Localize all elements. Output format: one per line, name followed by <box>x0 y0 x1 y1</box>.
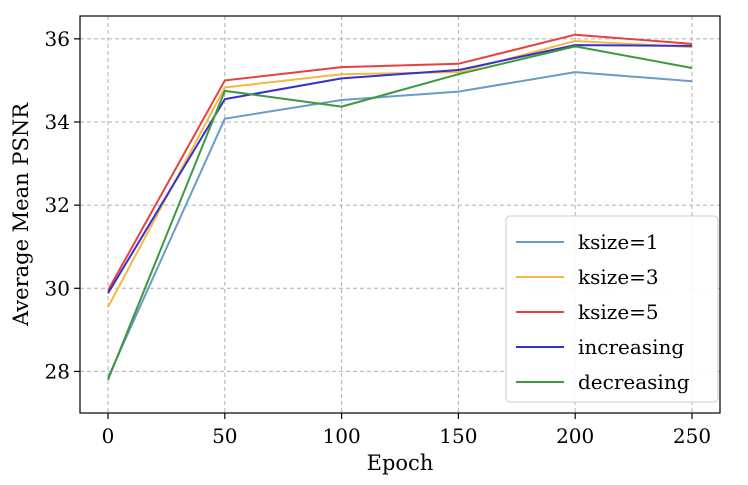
legend-label: ksize=1 <box>578 230 659 254</box>
series-lines <box>107 33 693 381</box>
legend-label: increasing <box>578 335 684 359</box>
y-tick-label: 32 <box>45 193 70 217</box>
plot-area-frame <box>79 15 721 414</box>
series-line-increasing <box>107 44 692 294</box>
series-line-ksize-3 <box>107 39 693 308</box>
y-axis-label: Average Mean PSNR <box>9 102 33 327</box>
x-tick-label: 100 <box>323 424 361 448</box>
axis-ticks: 0 50 100 150 200 250 28 30 32 34 36 <box>45 27 712 448</box>
y-tick-label: 30 <box>45 276 70 300</box>
y-tick-label: 34 <box>45 110 70 134</box>
legend-label: ksize=5 <box>578 300 659 324</box>
series-line-decreasing <box>107 45 693 381</box>
x-axis-label: Epoch <box>367 451 434 475</box>
x-tick-label: 0 <box>102 424 115 448</box>
legend-label: decreasing <box>578 370 690 394</box>
series-line-ksize-5 <box>107 33 693 291</box>
legend-box <box>505 215 719 403</box>
legend: ksize=1 ksize=3 ksize=5 increasing decreasin… <box>505 215 719 403</box>
y-tick-label: 28 <box>45 359 70 383</box>
x-tick-label: 200 <box>556 424 594 448</box>
x-tick-label: 250 <box>673 424 711 448</box>
series-line-ksize-1 <box>107 71 693 379</box>
x-tick-label: 150 <box>439 424 477 448</box>
y-tick-label: 36 <box>45 27 70 51</box>
legend-label: ksize=3 <box>578 265 659 289</box>
x-tick-label: 50 <box>212 424 237 448</box>
